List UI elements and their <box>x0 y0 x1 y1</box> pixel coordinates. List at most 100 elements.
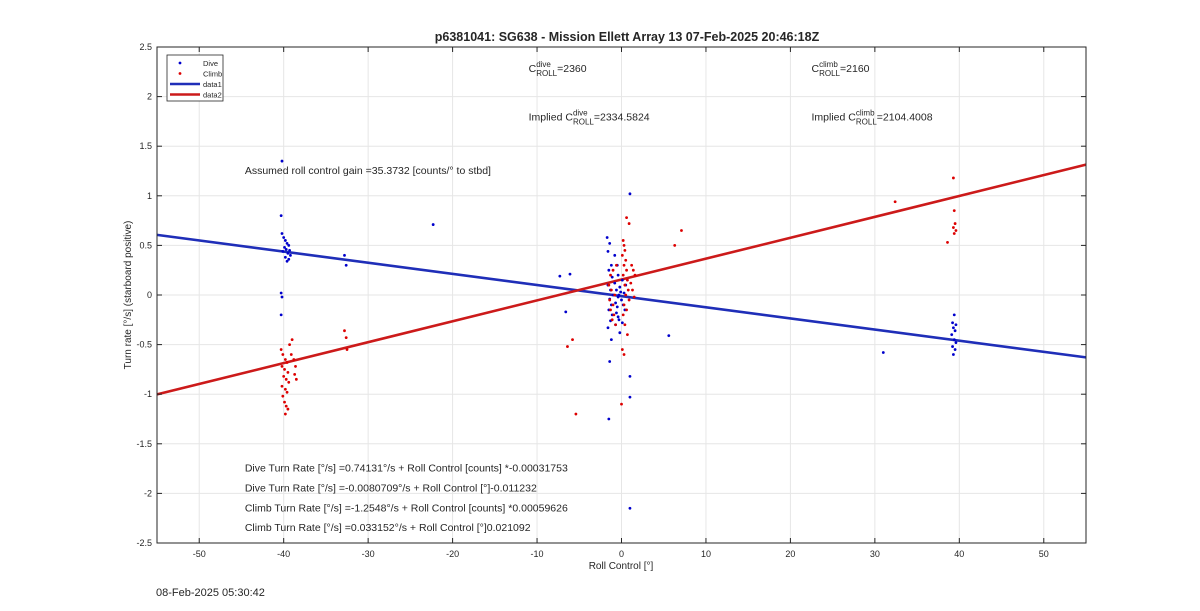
point-climb <box>613 293 617 297</box>
annotation-value-c-roll-climb: =2160 <box>840 63 870 75</box>
annotation-sup-implied-climb: climb <box>856 108 875 117</box>
y-tick-label: -2 <box>144 488 152 498</box>
point-dive <box>618 331 622 335</box>
annotation-fit-4: Climb Turn Rate [°/s] =0.033152°/s + Rol… <box>245 522 531 534</box>
point-climb <box>294 365 297 368</box>
point-dive <box>607 268 611 272</box>
point-dive <box>953 329 957 333</box>
point-climb <box>624 258 628 262</box>
point-dive <box>951 321 954 325</box>
point-climb <box>283 368 286 371</box>
point-dive <box>287 244 291 247</box>
annotation-fit-3: Climb Turn Rate [°/s] =-1.2548°/s + Roll… <box>245 502 568 514</box>
point-dive <box>280 295 284 299</box>
point-climb <box>283 400 286 404</box>
point-dive <box>564 310 568 314</box>
point-dive <box>615 288 618 292</box>
point-climb <box>632 295 636 299</box>
y-tick-label: 2.5 <box>139 42 152 52</box>
point-dive <box>279 291 283 295</box>
y-tick-label: 1.5 <box>139 141 152 151</box>
point-dive <box>622 291 626 295</box>
point-dive <box>620 278 624 282</box>
point-climb <box>280 365 284 368</box>
point-climb <box>630 263 634 267</box>
point-climb <box>292 358 296 361</box>
point-dive <box>609 338 613 342</box>
point-dive <box>288 248 291 252</box>
point-climb <box>612 313 616 317</box>
point-dive <box>615 305 619 309</box>
point-climb <box>673 244 677 247</box>
point-climb <box>281 353 285 356</box>
x-tick-label: -10 <box>531 549 544 559</box>
point-climb <box>946 241 949 244</box>
point-dive <box>620 298 623 302</box>
annotation-sup-implied-dive: dive <box>573 108 588 117</box>
point-climb <box>626 288 630 292</box>
point-climb <box>282 374 286 378</box>
axes <box>156 46 1087 544</box>
point-climb <box>622 353 626 356</box>
x-tick-label: 30 <box>870 549 880 559</box>
point-climb <box>607 283 611 287</box>
point-climb <box>625 268 628 272</box>
point-dive <box>619 290 623 294</box>
point-climb <box>287 380 291 384</box>
point-climb <box>609 273 612 277</box>
point-dive <box>613 281 617 285</box>
point-climb <box>620 348 624 351</box>
point-climb <box>627 298 631 302</box>
point-dive <box>607 417 611 421</box>
point-climb <box>345 348 349 351</box>
point-climb <box>279 348 283 351</box>
point-dive <box>616 315 620 319</box>
point-climb <box>285 361 289 364</box>
point-climb <box>626 278 629 282</box>
point-climb <box>624 293 628 297</box>
y-tick-label: -1.5 <box>136 439 152 449</box>
annotation-sup-c-roll-climb: climb <box>819 60 838 69</box>
y-tick-label: -0.5 <box>136 340 152 350</box>
annotation-c-roll-dive: C <box>529 63 537 75</box>
point-dive <box>279 313 283 317</box>
point-dive <box>605 236 609 239</box>
y-tick-label: -1 <box>144 389 152 399</box>
point-dive <box>617 293 621 297</box>
point-climb <box>621 239 625 242</box>
point-climb <box>611 268 615 272</box>
legend-marker-dive <box>178 61 182 65</box>
annotation-implied-climb: Implied C <box>812 111 857 123</box>
point-climb <box>614 323 617 327</box>
point-dive <box>344 263 348 267</box>
point-dive <box>628 395 632 399</box>
point-climb <box>631 268 635 272</box>
point-climb <box>625 308 628 312</box>
fit-line-data1 <box>156 233 1087 359</box>
x-tick-label: 50 <box>1039 549 1049 559</box>
tick-labels: -50 -40 -30 -20 -10 0 10 20 30 40 50-2.5-2-1.5-1-0… <box>136 42 1048 559</box>
point-climb <box>623 248 627 252</box>
legend-marker-climb <box>178 72 182 75</box>
annotation-value-c-roll-dive: =2360 <box>557 63 587 75</box>
point-dive <box>616 273 620 277</box>
point-dive <box>281 249 285 253</box>
y-tick-label: 1 <box>147 191 152 201</box>
point-climb <box>283 387 287 391</box>
annotation-c-roll-climb: C <box>812 63 820 75</box>
legend-label: data1 <box>203 80 222 89</box>
annotation-fit-2: Dive Turn Rate [°/s] =-0.0080709°/s + Ro… <box>245 482 537 494</box>
point-climb <box>627 222 631 225</box>
point-dive <box>283 255 287 259</box>
point-dive <box>618 285 622 289</box>
point-climb <box>954 229 958 232</box>
point-climb <box>953 222 957 225</box>
x-tick-label: 0 <box>619 549 624 559</box>
point-dive <box>614 301 617 305</box>
point-dive <box>568 272 572 276</box>
point-dive <box>287 257 291 261</box>
point-climb <box>286 370 290 374</box>
point-climb <box>952 176 955 180</box>
point-climb <box>623 323 627 327</box>
